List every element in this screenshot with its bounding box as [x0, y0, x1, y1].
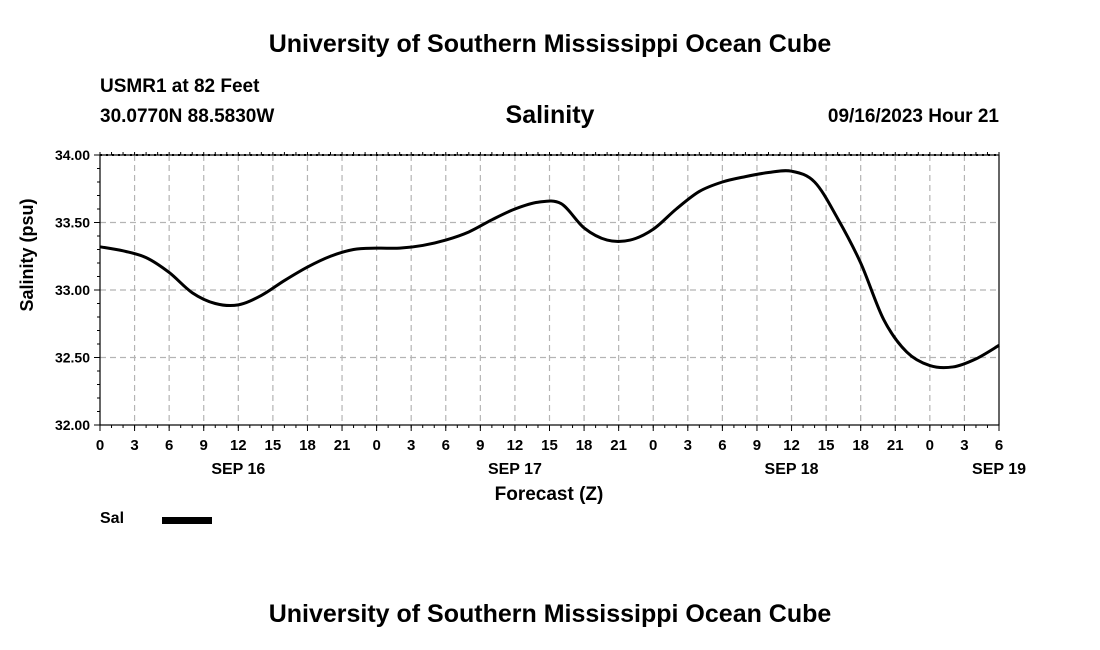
x-tick-label: 0 — [926, 437, 934, 454]
x-tick-label: 15 — [265, 437, 282, 454]
x-tick-label: 6 — [995, 437, 1003, 454]
axis-labels: 0 3 6 9 12 15 18 21 0 3 6 9 12 15 18 21 0 3 6 9 12 15 18 21 0 3 6 3… — [17, 147, 1026, 505]
x-tick-label: 21 — [887, 437, 904, 454]
forecast-datetime: 09/16/2023 Hour 21 — [827, 106, 999, 127]
x-tick-label: 3 — [130, 437, 138, 454]
x-tick-label: 3 — [960, 437, 968, 454]
x-tick-label: 21 — [610, 437, 627, 454]
x-tick-label: 6 — [165, 437, 173, 454]
x-tick-label: 0 — [96, 437, 104, 454]
station-coordinates: 30.0770N 88.5830W — [100, 106, 275, 127]
x-tick-label: 21 — [334, 437, 351, 454]
x-tick-label: 0 — [372, 437, 380, 454]
x-tick-label: 12 — [507, 437, 524, 454]
series-layer — [99, 169, 1000, 370]
grid — [100, 155, 999, 425]
x-tick-label: 15 — [541, 437, 558, 454]
x-tick-label: 6 — [718, 437, 726, 454]
page-title: University of Southern Mississippi Ocean… — [268, 30, 832, 58]
x-tick-label: 6 — [442, 437, 450, 454]
date-label: SEP 19 — [972, 461, 1026, 478]
footer-title: University of Southern Mississippi Ocean… — [268, 600, 832, 628]
date-label: SEP 18 — [765, 461, 819, 478]
x-axis-title: Forecast (Z) — [495, 484, 604, 505]
x-tick-label: 12 — [783, 437, 800, 454]
y-tick-label: 33.50 — [55, 215, 90, 231]
legend-swatch — [162, 517, 212, 524]
x-tick-label: 18 — [576, 437, 593, 454]
plot-frame — [99, 154, 1000, 426]
legend-label: Sal — [100, 510, 125, 527]
x-tick-label: 18 — [852, 437, 869, 454]
y-tick-label: 32.00 — [55, 417, 90, 433]
x-tick-label: 9 — [753, 437, 761, 454]
date-label: SEP 17 — [488, 461, 542, 478]
y-tick-label: 33.00 — [55, 282, 90, 298]
series-line-sal — [99, 169, 1000, 370]
station-label: USMR1 at 82 Feet — [100, 76, 260, 97]
axes — [94, 152, 1000, 431]
y-tick-label: 34.00 — [55, 147, 90, 163]
x-tick-label: 15 — [818, 437, 835, 454]
chart-title: Salinity — [505, 101, 595, 129]
y-axis-title: Salinity (psu) — [17, 198, 37, 311]
x-tick-label: 12 — [230, 437, 247, 454]
date-label: SEP 16 — [211, 461, 265, 478]
x-tick-label: 18 — [299, 437, 316, 454]
x-tick-label: 9 — [476, 437, 484, 454]
y-tick-label: 32.50 — [55, 350, 90, 366]
x-tick-label: 0 — [649, 437, 657, 454]
x-tick-label: 3 — [684, 437, 692, 454]
x-tick-label: 9 — [200, 437, 208, 454]
x-tick-label: 3 — [407, 437, 415, 454]
